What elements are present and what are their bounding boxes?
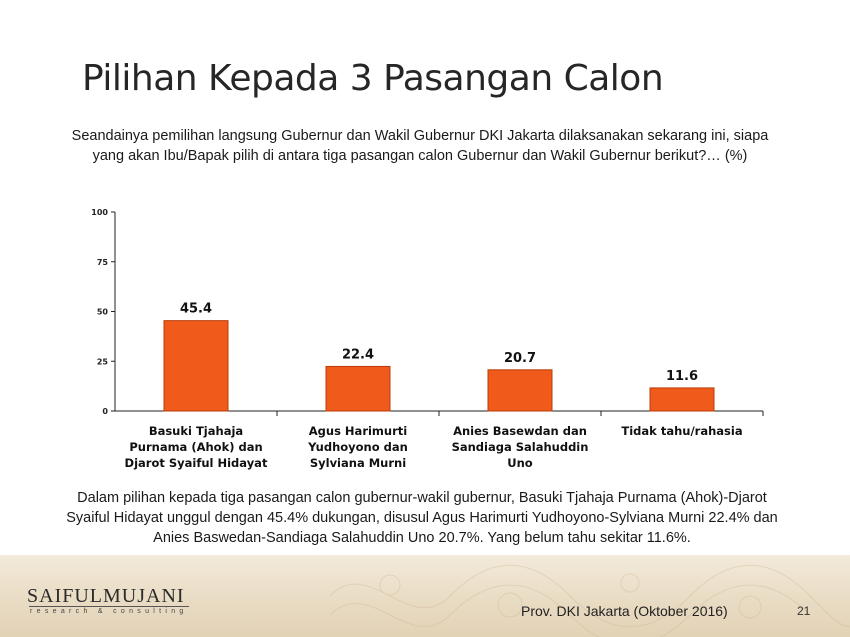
y-tick-label: 100 <box>91 208 108 217</box>
data-label: 22.4 <box>342 347 374 362</box>
source-note: Prov. DKI Jakarta (Oktober 2016) <box>521 603 728 619</box>
x-tick-label: Uno <box>507 456 533 470</box>
y-tick-label: 25 <box>97 357 109 366</box>
data-label: 45.4 <box>180 302 212 317</box>
footer-batik-pattern <box>330 564 850 637</box>
bar <box>163 320 229 412</box>
x-tick-label: Anies Basewdan dan <box>453 424 587 438</box>
y-tick-label: 0 <box>102 407 108 416</box>
bar <box>649 387 715 412</box>
bar <box>325 365 391 412</box>
page-number: 21 <box>797 604 811 618</box>
x-tick-label: Purnama (Ahok) dan <box>129 440 262 454</box>
summary-text: Dalam pilihan kepada tiga pasangan calon… <box>66 490 778 546</box>
x-tick-label: Sylviana Murni <box>310 456 406 470</box>
slide-title: Pilihan Kepada 3 Pasangan Calon <box>82 58 664 99</box>
survey-question: Seandainya pemilihan langsung Gubernur d… <box>71 128 769 164</box>
data-label: 11.6 <box>666 369 698 384</box>
data-label: 20.7 <box>504 351 536 366</box>
x-tick-label: Yudhoyono dan <box>307 440 408 454</box>
x-tick-label: Sandiaga Salahuddin <box>452 440 589 454</box>
y-tick-label: 50 <box>97 308 109 317</box>
x-tick-label: Agus Harimurti <box>309 424 407 438</box>
y-tick-label: 75 <box>97 258 109 267</box>
bar <box>487 369 553 412</box>
footer-band <box>0 555 850 637</box>
x-tick-label: Basuki Tjahaja <box>149 424 243 438</box>
logo-rule <box>29 606 189 607</box>
x-tick-label: Tidak tahu/rahasia <box>621 424 742 438</box>
x-tick-label: Djarot Syaiful Hidayat <box>125 456 268 470</box>
logo-wordmark: SAIFULMUJANI <box>27 585 185 607</box>
logo-tagline: research & consulting <box>30 608 188 615</box>
bar-chart: 0 25 50 75 100 45.4 Basuki Tjahaja Purnama (Aho… <box>91 208 764 470</box>
